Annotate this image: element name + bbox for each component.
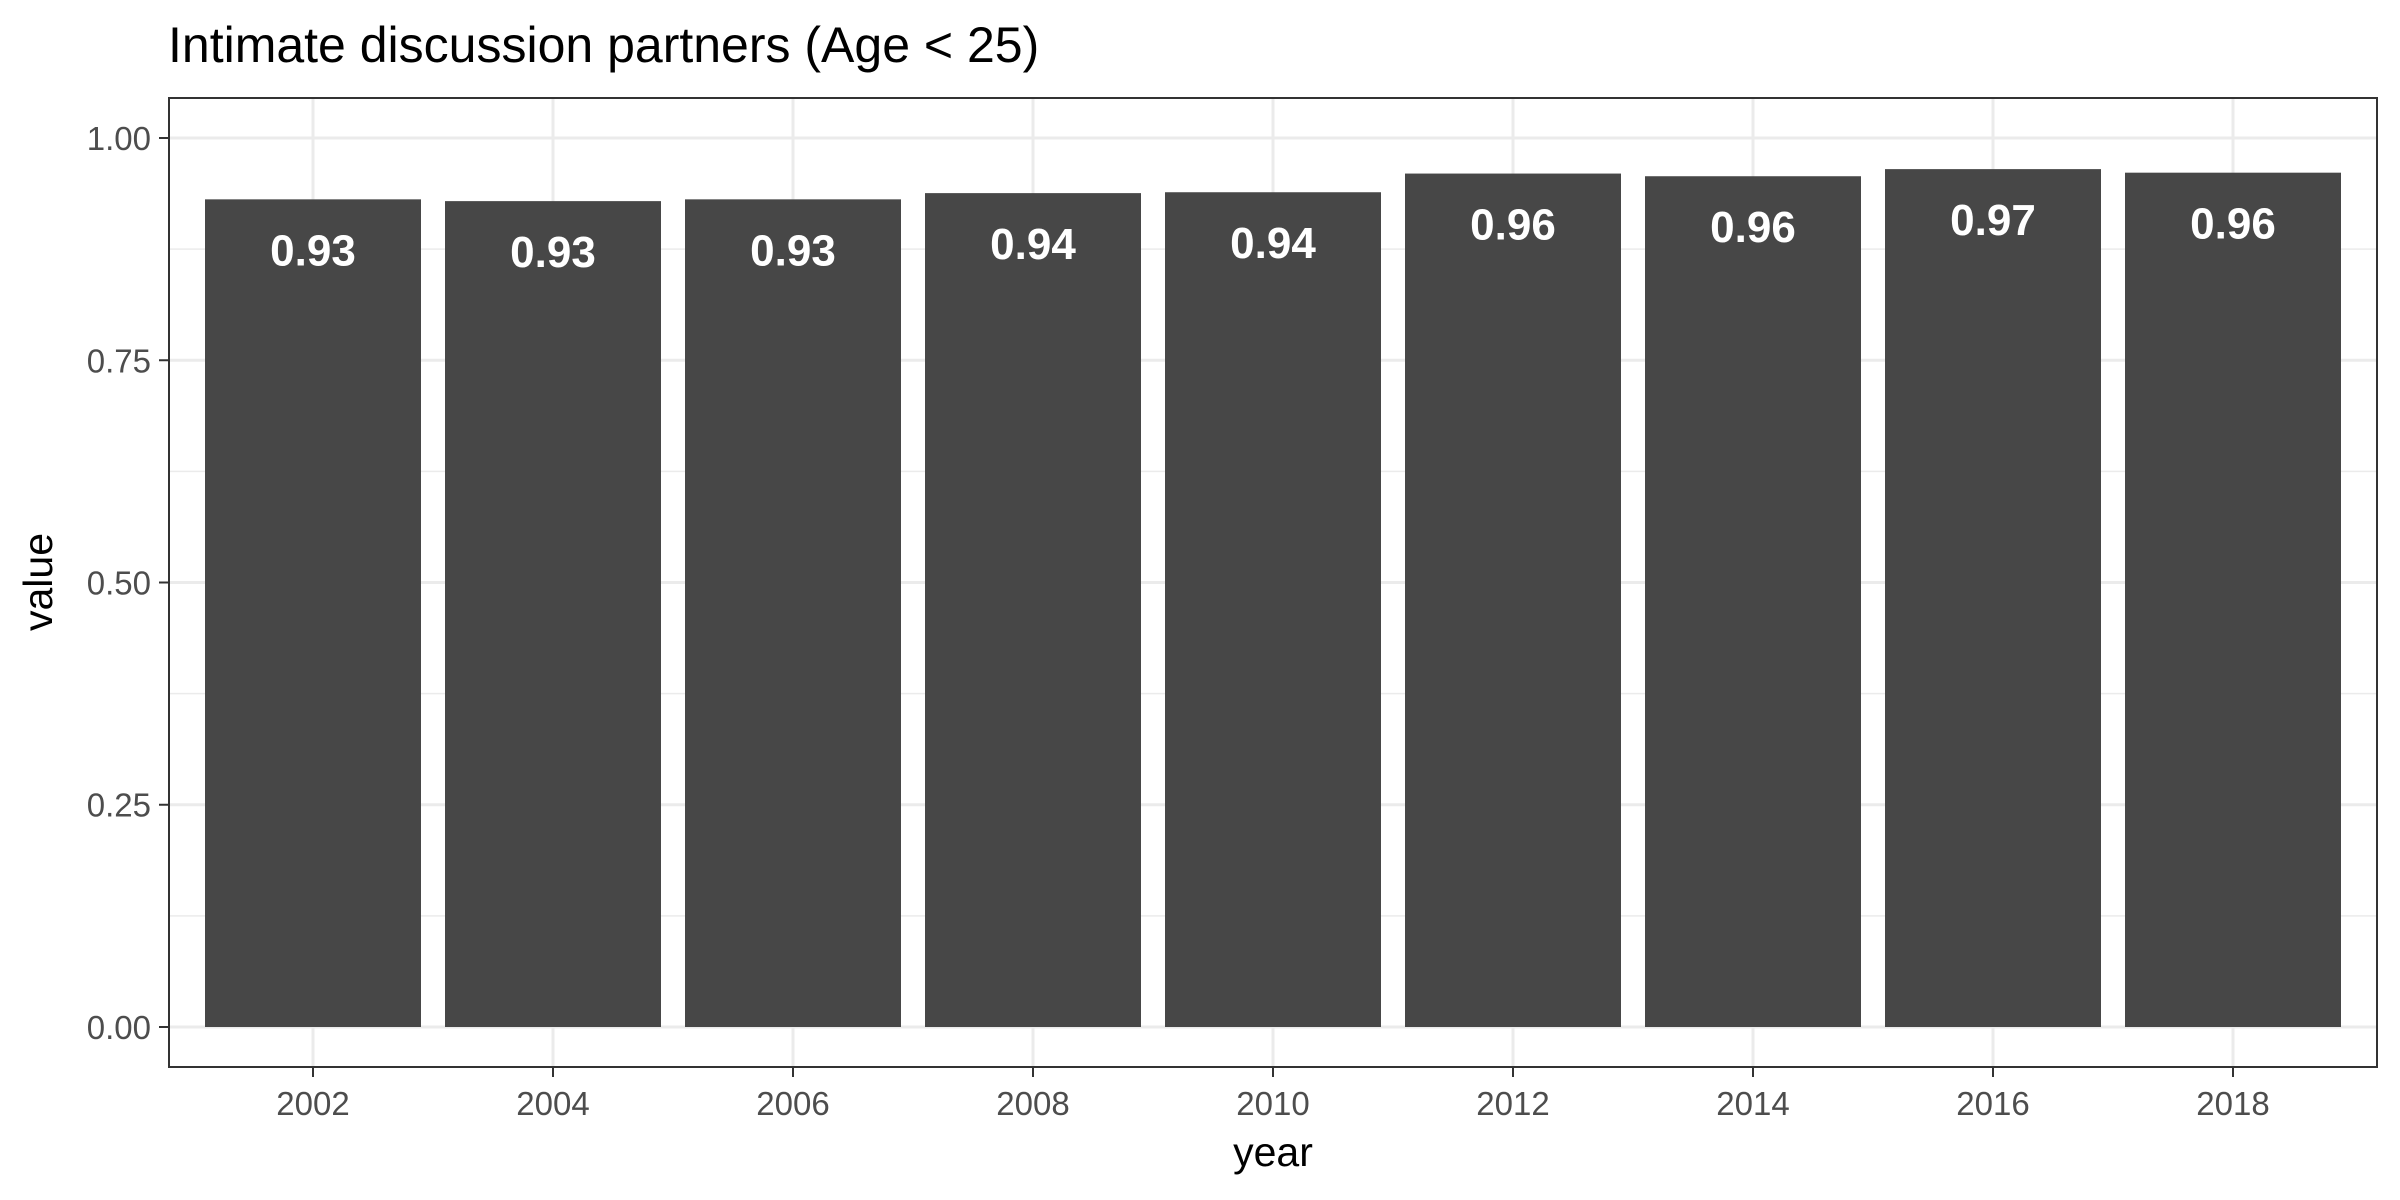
bar [2125, 172, 2341, 1027]
x-tick-label: 2006 [756, 1085, 829, 1122]
bar [1645, 176, 1861, 1027]
y-tick-label: 0.00 [87, 1009, 151, 1046]
bar [445, 201, 661, 1027]
y-axis: 0.00 0.25 0.50 0.75 1.00 [87, 120, 169, 1046]
bar [925, 193, 1141, 1027]
x-tick-label: 2002 [276, 1085, 349, 1122]
bar-value-label: 0.93 [750, 226, 836, 275]
chart-title: Intimate discussion partners (Age < 25) [168, 17, 1039, 73]
x-tick-label: 2012 [1476, 1085, 1549, 1122]
bar-value-label: 0.94 [1230, 219, 1316, 268]
y-tick-label: 0.75 [87, 342, 151, 379]
x-tick-label: 2008 [996, 1085, 1069, 1122]
bar-labels: 0.93 0.93 0.93 0.94 0.94 0.96 0.96 0.97 0.96 [270, 196, 2276, 277]
x-tick-label: 2016 [1956, 1085, 2029, 1122]
bar [1885, 169, 2101, 1027]
bar [1165, 192, 1381, 1027]
bar [1405, 173, 1621, 1027]
bar [205, 199, 421, 1027]
bar-value-label: 0.94 [990, 220, 1076, 269]
bar-value-label: 0.97 [1950, 196, 2036, 245]
x-axis-title: year [1233, 1129, 1313, 1175]
y-tick-label: 0.50 [87, 565, 151, 602]
x-tick-label: 2018 [2196, 1085, 2269, 1122]
bar-value-label: 0.96 [2190, 200, 2276, 249]
x-tick-label: 2010 [1236, 1085, 1309, 1122]
bar-value-label: 0.96 [1710, 203, 1796, 252]
y-axis-title: value [15, 533, 61, 631]
x-axis: 2002 2004 2006 2008 2010 2012 2014 2016 2018 [276, 1067, 2270, 1122]
bar [685, 199, 901, 1027]
y-tick-label: 1.00 [87, 120, 151, 157]
bar-value-label: 0.96 [1470, 201, 1556, 250]
x-tick-label: 2004 [516, 1085, 589, 1122]
bar-value-label: 0.93 [270, 226, 356, 275]
x-tick-label: 2014 [1716, 1085, 1789, 1122]
y-tick-label: 0.25 [87, 787, 151, 824]
bars [205, 169, 2341, 1027]
bar-value-label: 0.93 [510, 228, 596, 277]
